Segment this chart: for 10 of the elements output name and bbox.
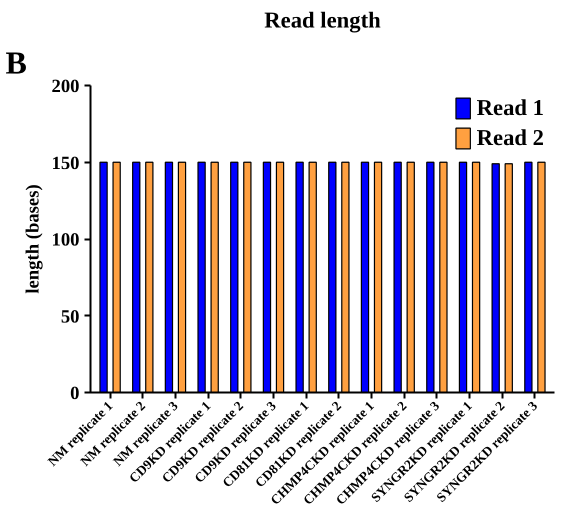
y-tick-label: 0 [70,383,80,404]
y-tick-label: 100 [52,230,80,250]
chart-title: Read length [264,8,382,32]
y-tick-label: 50 [60,306,80,328]
text: B [6,44,27,80]
y-tick-label: 150 [52,152,80,174]
legend-label: Read 2 [476,125,544,151]
y-tick-label: 200 [52,76,80,97]
legend-label: Read 1 [476,95,544,121]
y-axis-title: length (bases) [22,184,44,294]
